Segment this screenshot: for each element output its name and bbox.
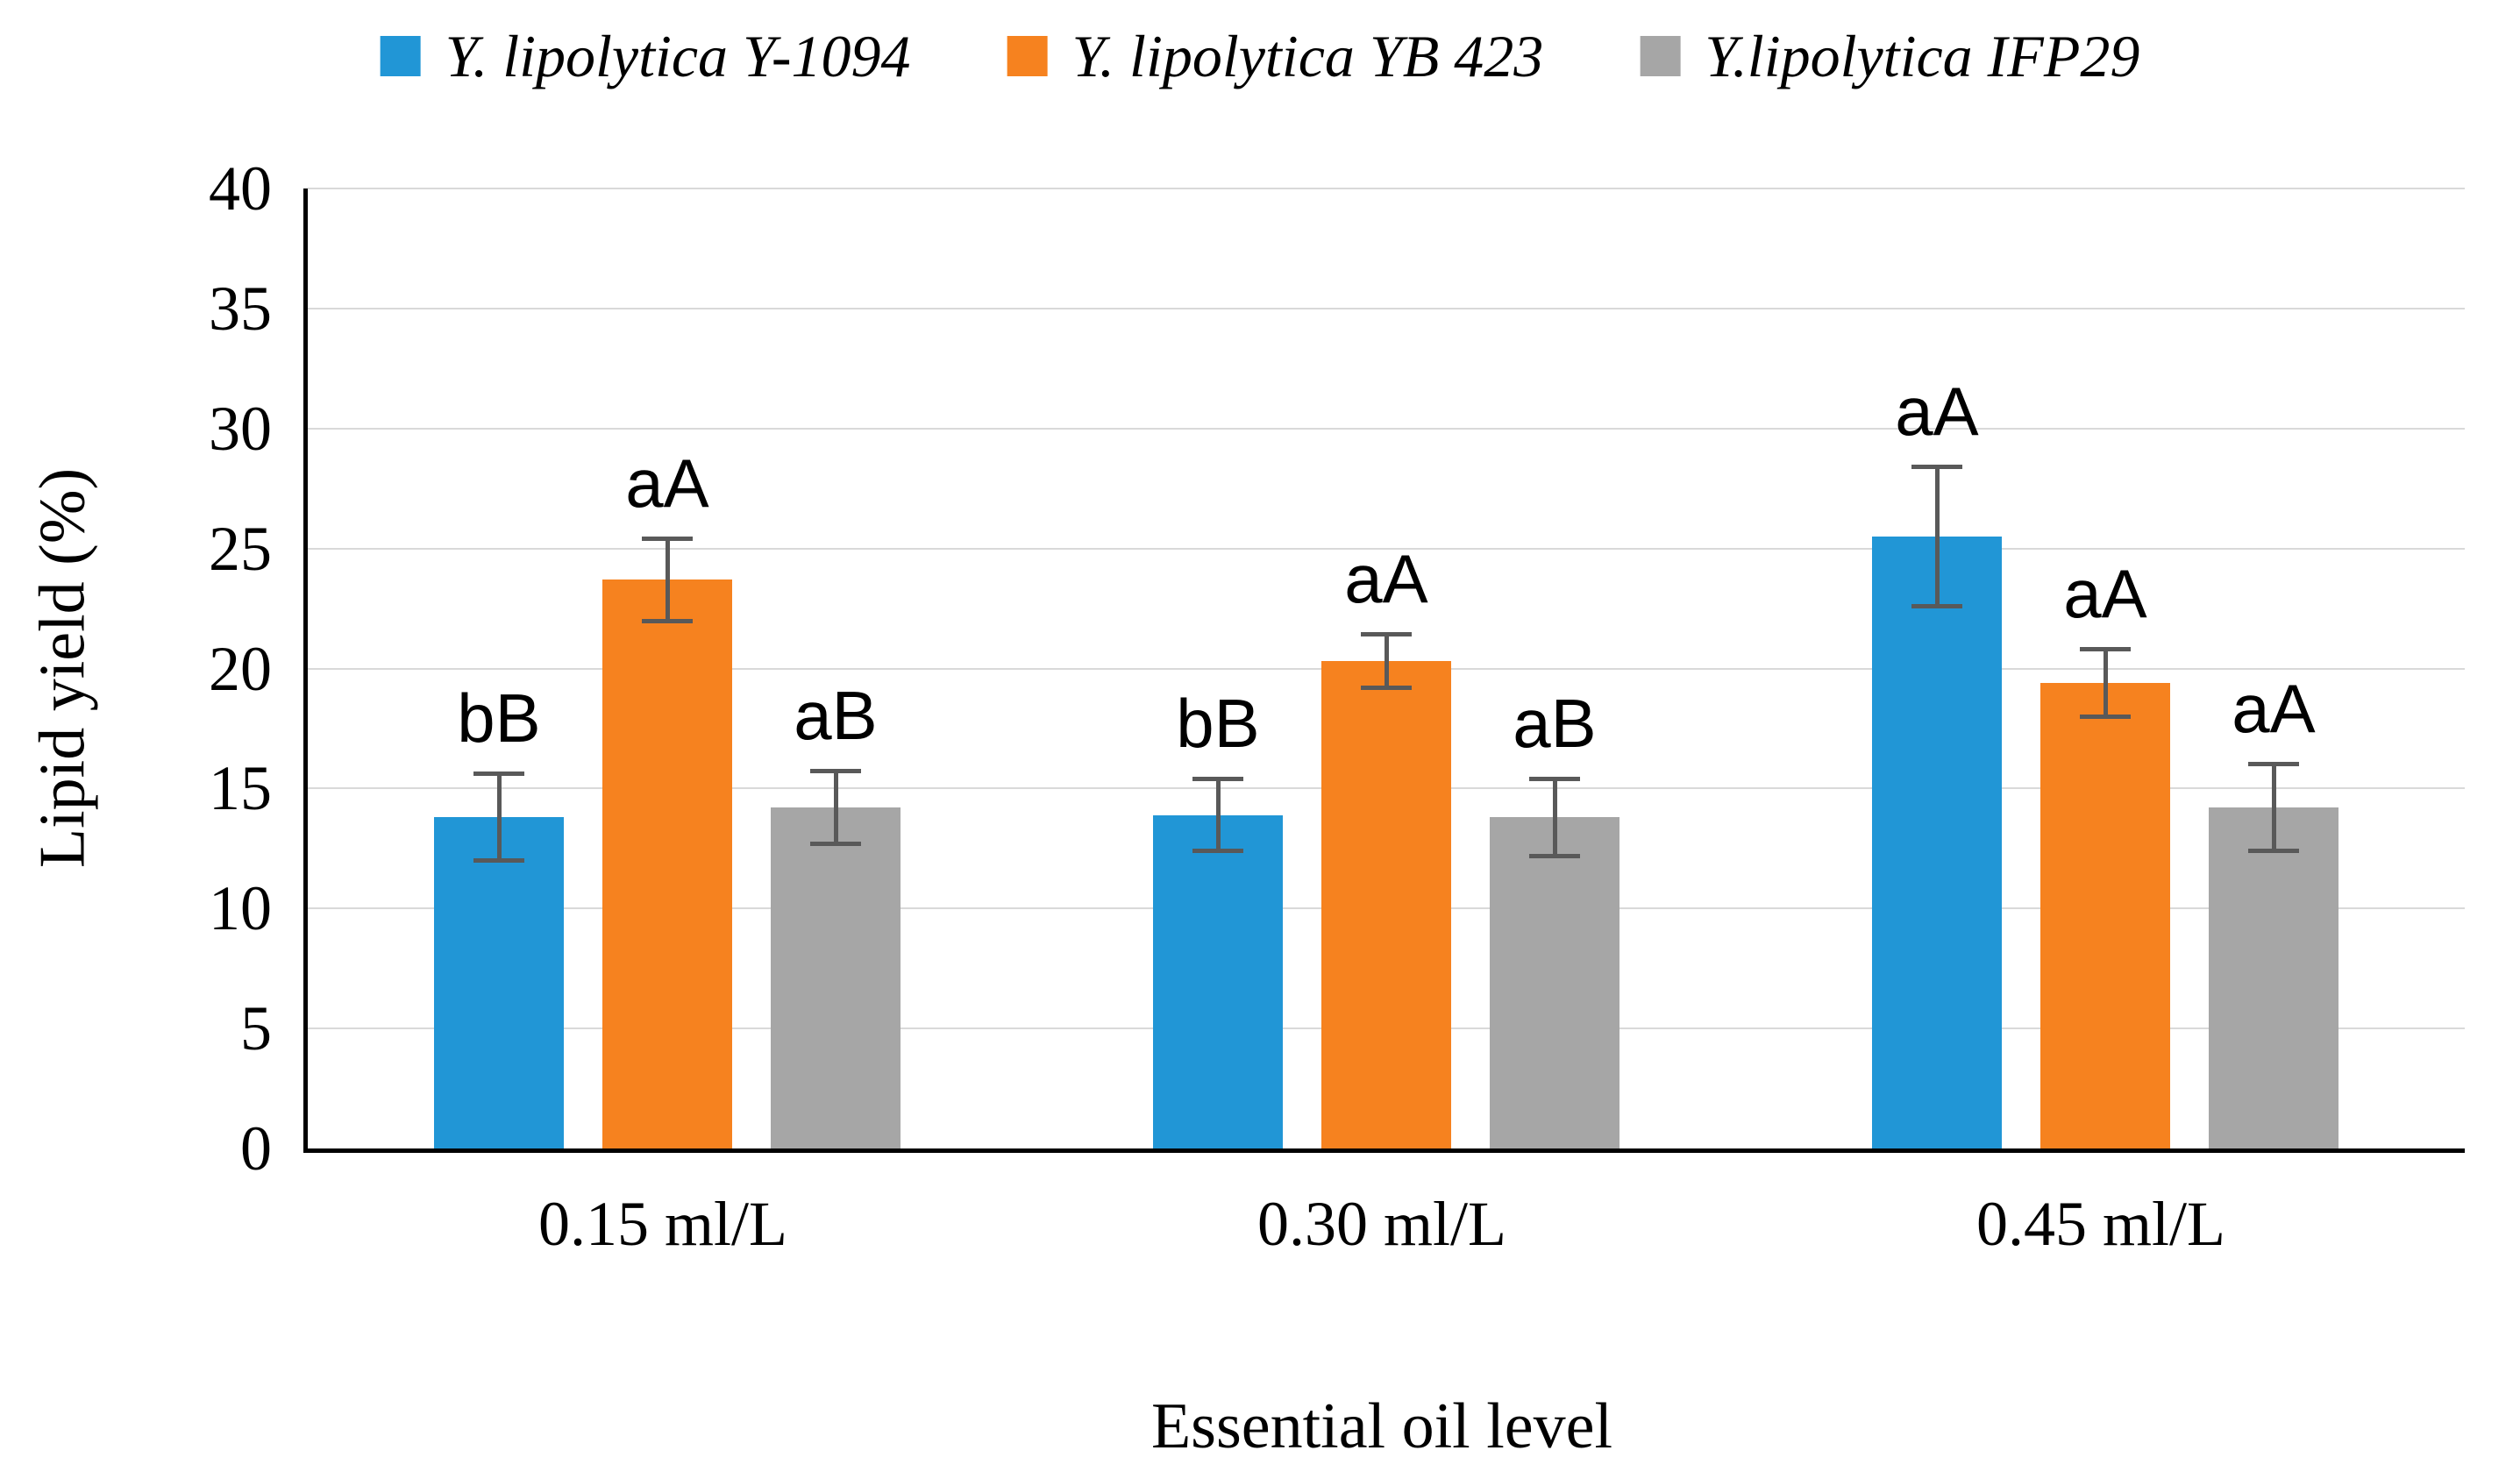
error-bar-cap-bottom [1361, 686, 1412, 691]
significance-label: aB [1513, 684, 1597, 762]
bar-group: bB aA aB [1027, 188, 1746, 1148]
error-bar [642, 536, 693, 623]
error-bar-cap-bottom [1192, 849, 1243, 854]
error-bar [1361, 632, 1412, 691]
error-bar-cap-bottom [473, 858, 524, 864]
legend-swatch-icon [1007, 36, 1048, 76]
bar-group: aA aA aA [1746, 188, 2465, 1148]
legend-item: Y. lipolytica YB 423 [1007, 26, 1543, 86]
error-bar-cap-bottom [642, 618, 693, 623]
bar-slot: aA [2040, 188, 2170, 1148]
x-category-labels: 0.15 ml/L 0.30 ml/L 0.45 ml/L [303, 1192, 2460, 1255]
significance-label: aA [1344, 540, 1428, 618]
legend-swatch-icon [1640, 36, 1681, 76]
bar-slot: aA [2209, 188, 2338, 1148]
bar-slot: bB [1153, 188, 1283, 1148]
y-tick-label: 10 [209, 873, 272, 944]
error-bar-cap-top [1529, 776, 1580, 781]
error-bar-cap-bottom [1911, 604, 1962, 609]
bar-group: bB aA aB [308, 188, 1027, 1148]
error-bar-line [1552, 776, 1557, 858]
bar [434, 817, 564, 1148]
error-bar [1911, 464, 1962, 609]
significance-label: aA [625, 444, 709, 522]
significance-label: bB [457, 679, 541, 757]
error-bar-cap-top [1192, 776, 1243, 781]
significance-label: aA [1895, 372, 1979, 450]
bar [602, 580, 732, 1148]
y-tick-label: 5 [240, 993, 272, 1064]
error-bar-cap-top [1911, 464, 1962, 469]
error-bar-line [496, 771, 502, 864]
legend-item: Y. lipolytica Y-1094 [380, 23, 911, 89]
significance-label: aA [2232, 670, 2316, 748]
bar-slot: aA [1872, 188, 2002, 1148]
bar-slot: bB [434, 188, 564, 1148]
error-bar-cap-bottom [2248, 849, 2299, 854]
error-bar-cap-top [473, 771, 524, 777]
error-bar [1192, 776, 1243, 854]
bar [1490, 817, 1619, 1148]
bar [771, 807, 901, 1148]
error-bar-line [1934, 464, 1940, 609]
bar [1321, 661, 1451, 1148]
error-bar [473, 771, 524, 864]
error-bar [2080, 646, 2131, 719]
error-bar-cap-top [2080, 646, 2131, 651]
legend-label: Y. lipolytica YB 423 [1071, 23, 1544, 89]
bar [2209, 807, 2338, 1148]
error-bar-line [2271, 762, 2276, 854]
x-category-label: 0.30 ml/L [1257, 1189, 1506, 1259]
y-axis-title: Lipid yield (%) [26, 467, 99, 869]
y-tick-label: 40 [209, 153, 272, 224]
x-category-label: 0.45 ml/L [1976, 1189, 2225, 1259]
error-bar-cap-top [2248, 762, 2299, 767]
error-bar-cap-top [642, 536, 693, 541]
gridline [308, 547, 2465, 550]
y-tick-label: 30 [209, 393, 272, 464]
error-bar-cap-top [810, 769, 861, 774]
error-bar-line [665, 536, 670, 623]
x-category-label: 0.15 ml/L [538, 1189, 787, 1259]
bar-slot: aA [602, 188, 732, 1148]
legend-label: Y.lipolytica IFP29 [1705, 23, 2140, 89]
error-bar-line [833, 769, 838, 847]
legend-item: Y.lipolytica IFP29 [1640, 26, 2139, 86]
bar [2040, 682, 2170, 1148]
error-bar-cap-bottom [1529, 853, 1580, 858]
error-bar-line [1215, 776, 1221, 854]
error-bar-line [1384, 632, 1389, 691]
bar-slot: aB [771, 188, 901, 1148]
bar-groups: bB aA aB bB aA aB aA aA aA [308, 188, 2465, 1148]
legend: Y. lipolytica Y-1094 Y. lipolytica YB 423… [380, 23, 2139, 89]
significance-label: aB [794, 677, 878, 755]
error-bar-cap-bottom [2080, 715, 2131, 719]
error-bar [1529, 776, 1580, 858]
y-tick-label: 35 [209, 273, 272, 344]
gridline [308, 188, 2465, 189]
y-tick-label: 0 [240, 1113, 272, 1184]
error-bar [810, 769, 861, 847]
bar-slot: aA [1321, 188, 1451, 1148]
plot-area: bB aA aB bB aA aB aA aA aA [303, 188, 2465, 1153]
error-bar-cap-bottom [810, 842, 861, 847]
x-axis-title: Essential oil level [1150, 1390, 1613, 1462]
error-bar [2248, 762, 2299, 854]
error-bar-line [2103, 646, 2108, 719]
significance-label: bB [1176, 684, 1260, 762]
bar [1872, 536, 2002, 1148]
gridline [308, 427, 2465, 430]
legend-label: Y. lipolytica Y-1094 [445, 23, 911, 89]
significance-label: aA [2063, 554, 2147, 632]
legend-swatch-icon [380, 36, 421, 76]
gridline [308, 307, 2465, 309]
error-bar-cap-top [1361, 632, 1412, 637]
bar-slot: aB [1490, 188, 1619, 1148]
bar [1153, 814, 1283, 1148]
